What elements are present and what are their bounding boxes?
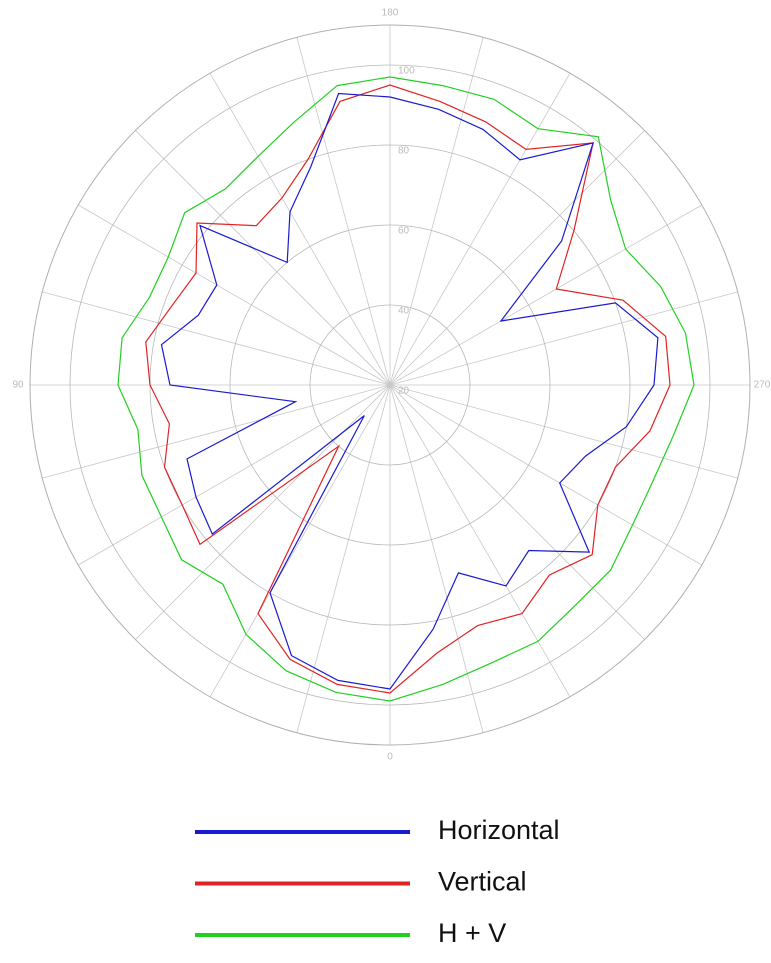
spoke	[389, 37, 484, 386]
spoke	[42, 384, 391, 479]
outer-ring	[29, 24, 751, 746]
theta-tick-label: 90	[12, 380, 24, 391]
spoke	[389, 291, 738, 386]
spoke	[296, 37, 391, 386]
ring	[229, 224, 551, 546]
spoke	[389, 384, 702, 566]
series-line	[117, 76, 695, 702]
spoke	[389, 204, 702, 386]
legend-label: Horizontal	[438, 815, 560, 845]
r-tick-label: 60	[398, 226, 410, 237]
theta-tick-label: 180	[382, 8, 399, 19]
spoke	[42, 291, 391, 386]
r-tick-label: 40	[398, 306, 410, 317]
series-line	[145, 84, 671, 694]
spoke	[78, 384, 391, 566]
ring	[69, 64, 711, 706]
spoke	[135, 384, 391, 640]
spoke	[389, 73, 571, 386]
r-tick-label: 80	[398, 146, 410, 157]
spoke	[389, 384, 645, 640]
legend-label: Vertical	[438, 867, 527, 897]
spoke	[389, 384, 571, 697]
spoke	[209, 73, 391, 386]
spoke	[135, 130, 391, 386]
spoke	[296, 384, 391, 733]
spoke	[389, 384, 738, 479]
r-tick-label: 20	[398, 386, 410, 397]
r-tick-label: 100	[398, 66, 415, 77]
spoke	[78, 204, 391, 386]
spoke	[389, 130, 645, 386]
ring	[309, 304, 471, 466]
spoke	[389, 384, 484, 733]
theta-tick-label: 0	[387, 752, 393, 763]
spoke	[209, 384, 391, 697]
series-line	[160, 92, 659, 690]
theta-tick-label: 270	[754, 380, 771, 391]
legend-label: H + V	[438, 918, 506, 948]
